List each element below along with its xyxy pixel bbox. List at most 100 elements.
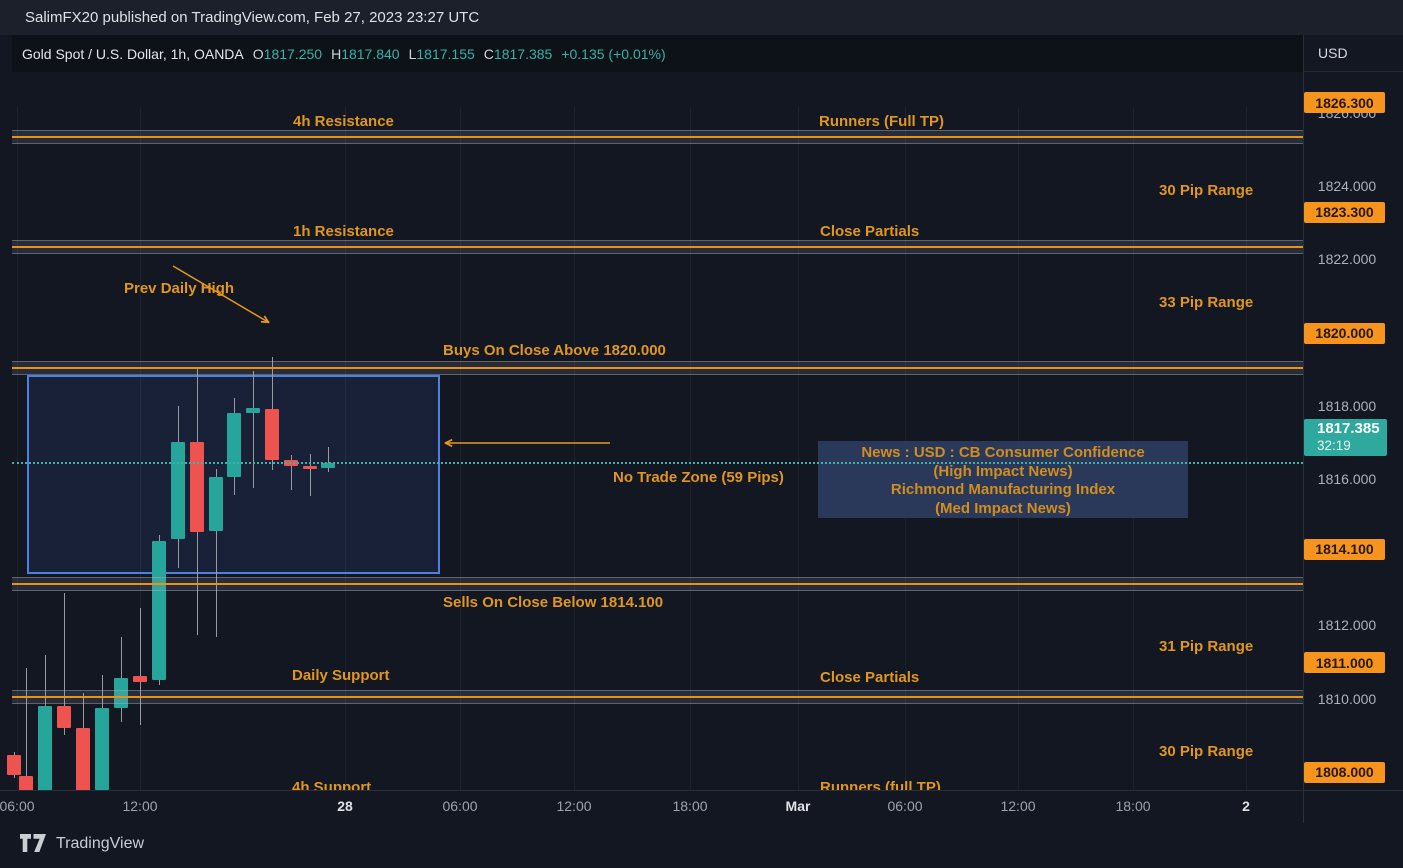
time-scale[interactable]: 06:00 12:00 28 06:00 12:00 18:00 Mar 06:00 12:00… xyxy=(0,790,1403,823)
sr-level-line xyxy=(12,696,1303,698)
price-level-badge: 1808.000 xyxy=(1304,761,1385,783)
news-line: (Med Impact News) xyxy=(935,499,1071,517)
time-gridline xyxy=(17,107,18,825)
candle-wick xyxy=(139,607,141,726)
candle-wick xyxy=(25,668,27,813)
time-tick: 2 xyxy=(1242,798,1250,814)
ohlc-high-value: 1817.840 xyxy=(341,45,400,62)
publish-info: SalimFX20 published on TradingView.com, … xyxy=(0,0,1403,35)
ohlc-open-value: 1817.250 xyxy=(263,45,323,62)
time-gridline xyxy=(460,107,461,825)
candle xyxy=(209,477,223,531)
ohlc-close-label: C xyxy=(483,45,494,62)
ohlc-open: O1817.250 xyxy=(253,46,322,62)
candle xyxy=(114,677,128,708)
time-gridline xyxy=(574,107,575,825)
price-level-badge: 1820.000 xyxy=(1304,322,1385,344)
candle xyxy=(38,706,52,803)
news-line: Richmond Manufacturing Index xyxy=(890,481,1116,498)
price-level-badge: 1814.100 xyxy=(1304,538,1385,560)
chart-annotation: Daily Support xyxy=(292,667,390,684)
bar-countdown: 32:19 xyxy=(1317,438,1351,454)
sr-level-line xyxy=(12,136,1303,139)
time-gridline xyxy=(798,107,799,825)
candle xyxy=(95,707,109,790)
time-gridline xyxy=(1246,107,1247,825)
chart-annotation: Close Partials xyxy=(820,669,920,686)
candle xyxy=(246,407,260,413)
ohlc-close-value: 1817.385 xyxy=(493,45,553,62)
time-gridline xyxy=(140,107,141,825)
footer: TradingView xyxy=(0,822,1403,868)
sr-level-line xyxy=(12,582,1303,585)
ohlc-low: L1817.155 xyxy=(409,46,475,62)
chart-annotation: Close Partials xyxy=(820,223,920,240)
news-line: (High Impact News) xyxy=(933,462,1073,480)
news-label: News : USD : CB Consumer Confidence (High… xyxy=(818,441,1188,518)
price-scale-labels: 1826.0001824.0001822.0001818.0001816.000… xyxy=(1304,35,1403,790)
price-grid-label: 1810.000 xyxy=(1317,690,1377,707)
chart-annotation: 33 Pip Range xyxy=(1159,294,1254,311)
time-tick: 06:00 xyxy=(887,798,923,814)
time-tick: 28 xyxy=(337,798,353,814)
time-tick: 12:00 xyxy=(556,798,592,814)
time-tick: Mar xyxy=(785,798,811,814)
candle xyxy=(76,728,90,792)
price-level-badge: 1823.300 xyxy=(1304,201,1385,223)
ohlc-low-label: L xyxy=(408,45,417,62)
chart-annotation: 1h Resistance xyxy=(293,223,394,240)
candle xyxy=(321,463,335,469)
price-grid-label: 1812.000 xyxy=(1317,617,1377,634)
ohlc-open-label: O xyxy=(252,45,264,62)
candle xyxy=(265,408,279,461)
time-tick: 12:00 xyxy=(122,798,158,814)
candle xyxy=(133,676,147,682)
chart-annotation: Runners (Full TP) xyxy=(819,113,944,130)
ohlc-low-value: 1817.155 xyxy=(416,45,475,62)
sr-level-line xyxy=(12,366,1303,369)
chart-annotation: No Trade Zone (59 Pips) xyxy=(613,469,784,486)
chart-layers: News : USD : CB Consumer Confidence (High… xyxy=(0,35,1303,825)
candle xyxy=(190,441,204,532)
ohlc-close: C1817.385 xyxy=(484,46,553,62)
current-price-line xyxy=(12,462,1303,465)
time-tick: 18:00 xyxy=(672,798,708,814)
candle-wick xyxy=(327,446,329,472)
symbol-title: Gold Spot / U.S. Dollar, 1h, OANDA xyxy=(22,45,244,62)
time-gridline xyxy=(690,107,691,825)
price-change: +0.135 (+0.01%) xyxy=(561,45,666,62)
price-level-badge: 1826.300 xyxy=(1304,92,1385,114)
price-grid-label: 1816.000 xyxy=(1317,471,1377,487)
sr-level-line xyxy=(12,245,1303,248)
chart-annotation: Prev Daily High xyxy=(124,280,235,297)
chart-annotation: 31 Pip Range xyxy=(1159,638,1254,655)
candle xyxy=(152,541,166,681)
chart-pane[interactable]: News : USD : CB Consumer Confidence (High… xyxy=(0,35,1303,825)
chart-annotation: Sells On Close Below 1814.100 xyxy=(443,594,664,611)
time-tick: 18:00 xyxy=(1115,798,1151,814)
current-price-value: 1817.385 xyxy=(1317,420,1380,438)
news-line: News : USD : CB Consumer Confidence xyxy=(861,444,1145,461)
candle xyxy=(7,755,21,775)
chart-annotation: 30 Pip Range xyxy=(1159,182,1254,199)
tradingview-logo[interactable]: TradingView xyxy=(20,834,144,853)
candle-wick xyxy=(309,453,311,497)
candle xyxy=(227,412,241,478)
candle-wick xyxy=(215,468,217,637)
time-tick: 06:00 xyxy=(0,798,35,814)
candle xyxy=(171,441,185,539)
time-tick: 12:00 xyxy=(1000,798,1036,814)
price-grid-label: 1818.000 xyxy=(1317,397,1377,414)
price-grid-label: 1822.000 xyxy=(1317,251,1377,268)
ohlc-high-label: H xyxy=(331,45,342,62)
candle xyxy=(303,466,317,469)
chart-annotation: 30 Pip Range xyxy=(1159,743,1254,760)
time-gridline xyxy=(345,107,346,825)
chart-annotation: 4h Resistance xyxy=(293,113,394,130)
symbol-header: Gold Spot / U.S. Dollar, 1h, OANDA O1817… xyxy=(12,35,1303,72)
price-scale[interactable]: USD 1826.0001824.0001822.0001818.0001816… xyxy=(1303,35,1403,790)
candle-wick xyxy=(252,371,254,488)
price-level-badge: 1811.000 xyxy=(1304,652,1385,673)
current-price-badge: 1817.385 32:19 xyxy=(1304,419,1387,457)
